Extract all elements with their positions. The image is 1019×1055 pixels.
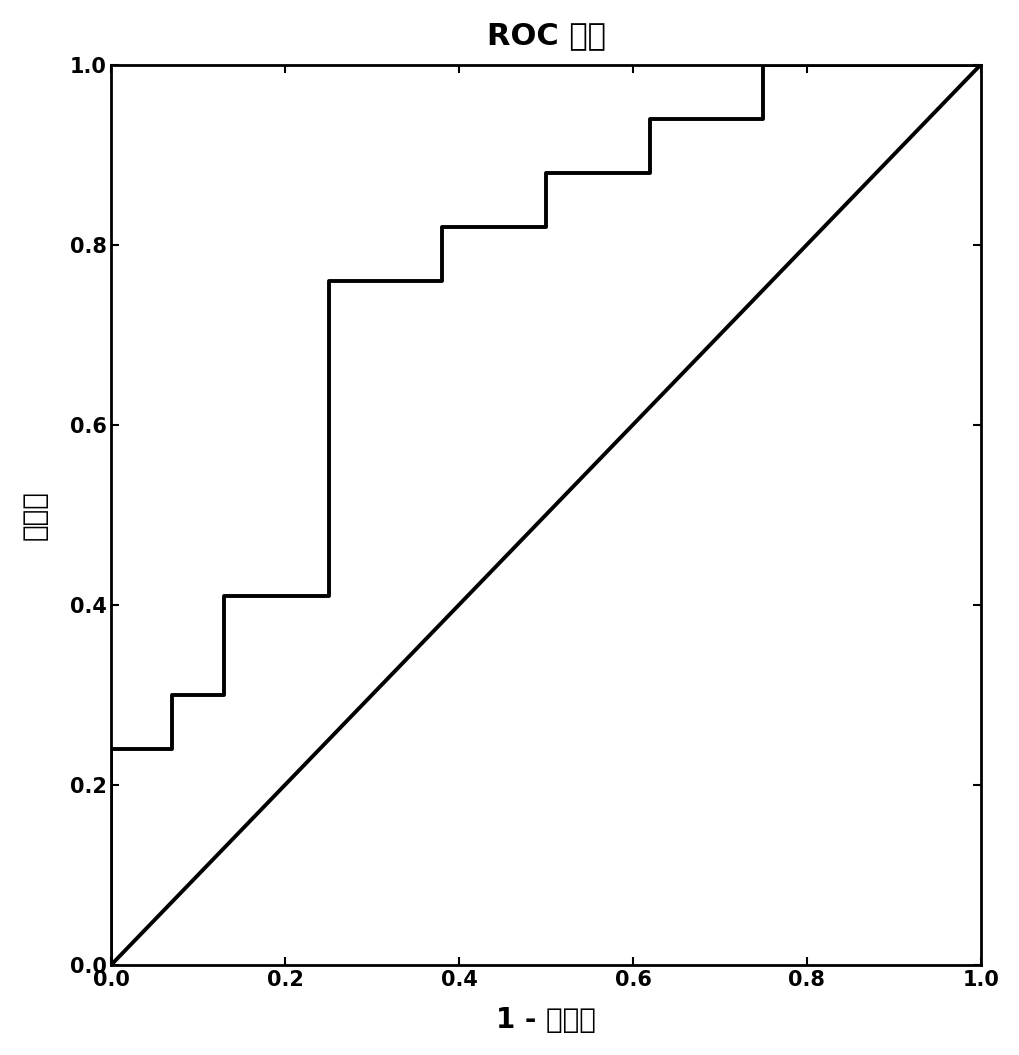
- X-axis label: 1 - 特异性: 1 - 特异性: [495, 1006, 595, 1034]
- Title: ROC 曲线: ROC 曲线: [486, 21, 605, 50]
- Y-axis label: 敏感度: 敏感度: [20, 490, 49, 539]
